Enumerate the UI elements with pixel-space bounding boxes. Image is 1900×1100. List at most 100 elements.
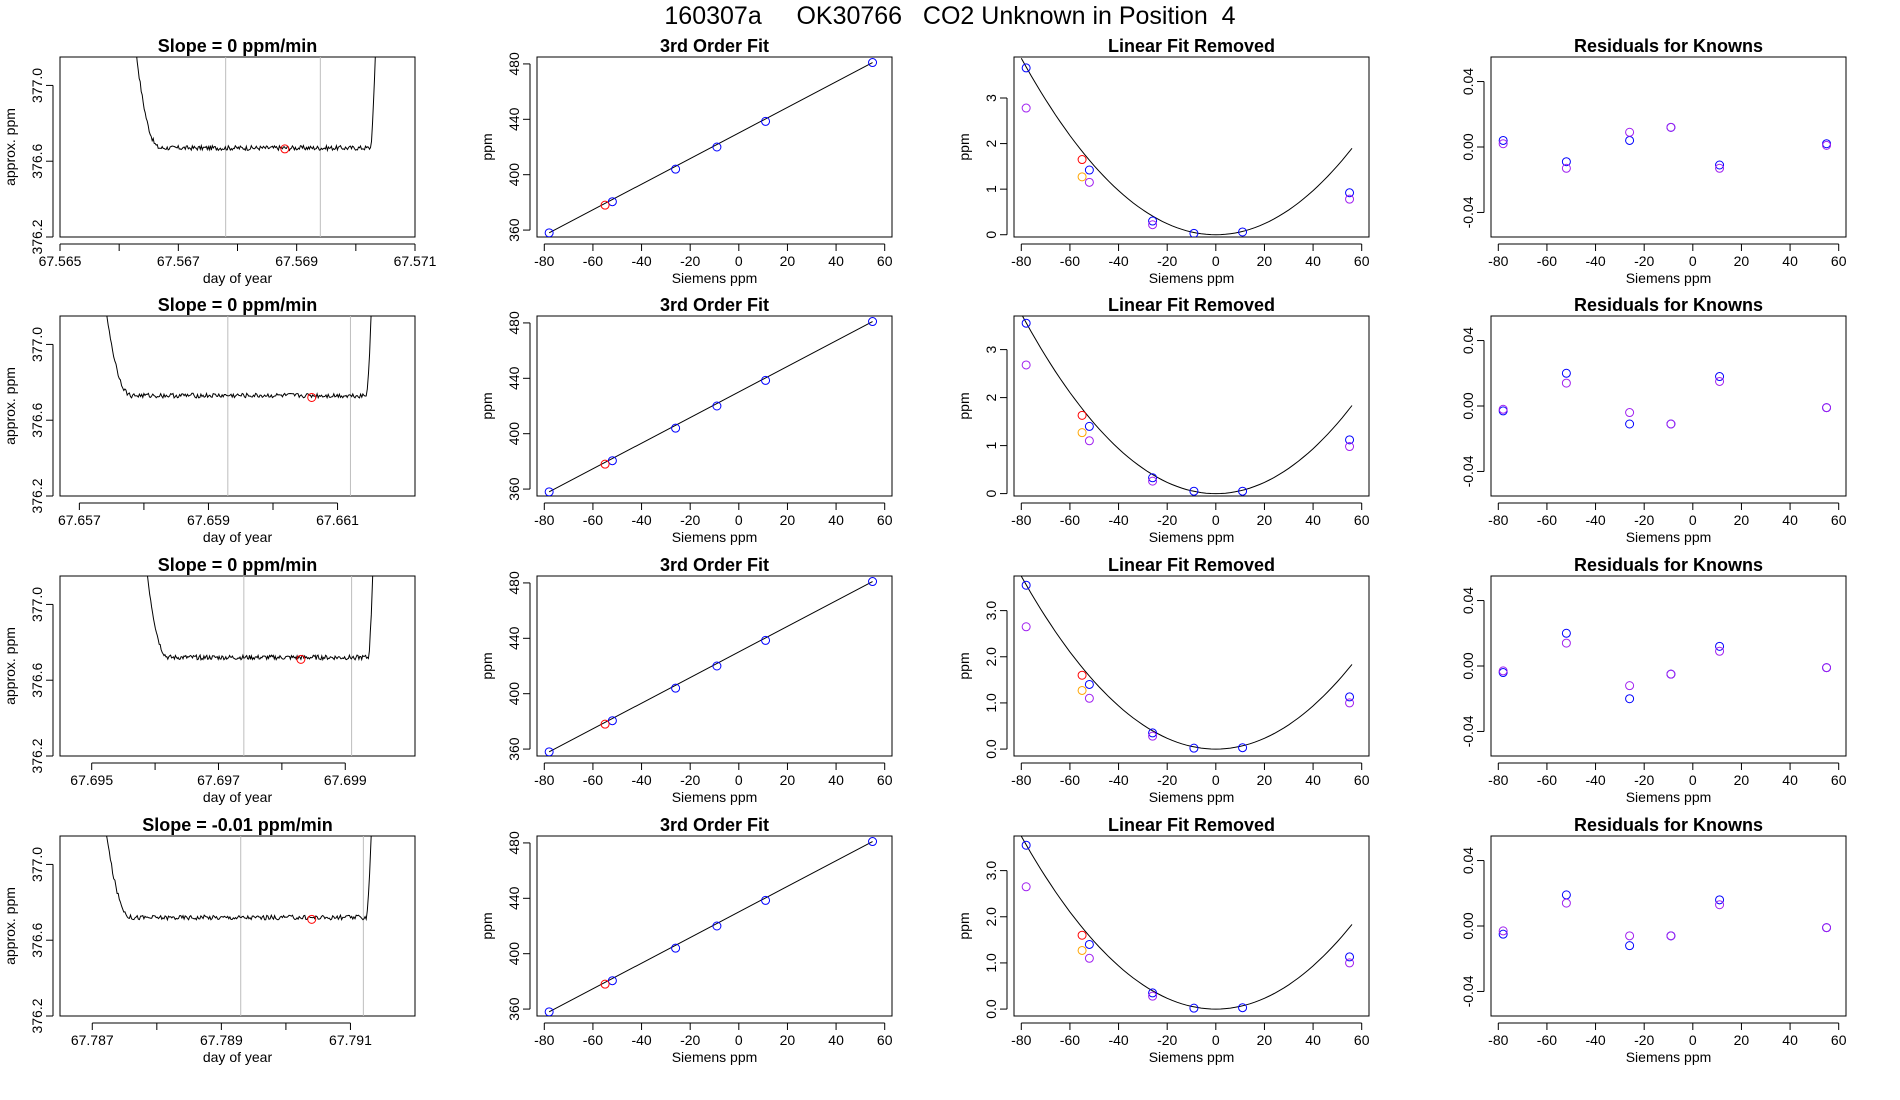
data-point-alt	[1084, 436, 1094, 446]
x-tick-label: 67.695	[70, 772, 113, 788]
x-axis-label: Siemens ppm	[1149, 529, 1235, 545]
x-axis-label: Siemens ppm	[1149, 789, 1235, 805]
data-point-knowns	[868, 837, 878, 847]
x-tick-label: -80	[534, 512, 554, 528]
x-tick-label: -80	[534, 1032, 554, 1048]
x-tick-label: 0	[1689, 772, 1697, 788]
y-tick-label: 0.00	[1460, 912, 1476, 939]
x-tick-label: -40	[1585, 253, 1605, 269]
y-tick-label: 0.04	[1460, 587, 1476, 614]
plot-frame	[59, 56, 416, 238]
sample-point	[296, 654, 306, 664]
data-point-knowns	[544, 1007, 554, 1016]
data-point-alt	[1822, 140, 1832, 150]
data-point-knowns	[1189, 228, 1199, 237]
data-point-alt	[1021, 882, 1031, 892]
data-point-knowns	[1498, 929, 1508, 939]
data-point-knowns	[1021, 580, 1031, 590]
data-point-knowns	[868, 577, 878, 587]
data-trace	[106, 316, 372, 400]
y-tick-label: 2.0	[983, 907, 999, 927]
data-point-knowns	[1189, 486, 1199, 496]
y-axis-label: approx. ppm	[2, 627, 18, 705]
x-tick-label: 20	[1257, 1032, 1273, 1048]
data-point-knowns	[607, 456, 617, 466]
chart-panel-3-3: Linear Fit Removed -80 -60 -40 -20 0 20 40 60 Sie…	[956, 555, 1370, 805]
y-tick-label: 0.00	[1460, 652, 1476, 679]
x-tick-label: 20	[1257, 772, 1273, 788]
x-tick-label: -20	[680, 512, 700, 528]
sample-point	[307, 392, 317, 402]
plot-frame	[536, 56, 893, 238]
data-point-knowns	[607, 976, 617, 986]
y-tick-label: -0.04	[1460, 196, 1476, 228]
y-tick-label: 376.6	[29, 922, 45, 957]
data-point-knowns	[868, 317, 878, 327]
data-point-alt	[1625, 127, 1635, 137]
data-point-alt	[1715, 376, 1725, 386]
y-tick-label: 3	[983, 94, 999, 102]
data-point-knowns	[607, 197, 617, 207]
x-tick-label: 0	[1212, 253, 1220, 269]
x-tick-label: 67.657	[58, 512, 101, 528]
x-tick-label: -40	[1585, 772, 1605, 788]
x-tick-label: -60	[1060, 1032, 1080, 1048]
x-tick-label: 67.787	[71, 1032, 114, 1048]
x-tick-label: -40	[631, 1032, 651, 1048]
y-tick-label: 1.0	[983, 953, 999, 973]
data-point-alt	[1561, 378, 1571, 388]
y-tick-label: 400	[506, 682, 522, 706]
x-axis-label: Siemens ppm	[1626, 529, 1712, 545]
chart-title: Residuals for Knowns	[1574, 295, 1763, 315]
plot-area	[1020, 576, 1355, 753]
data-point-alt	[1561, 898, 1571, 908]
chart-panel-1-1: Slope = 0 ppm/min 67.565 67.567 67.569 67.57…	[2, 36, 437, 286]
data-point-alt	[1715, 163, 1725, 173]
x-tick-label: 67.571	[394, 253, 437, 269]
data-point-knowns	[712, 661, 722, 671]
data-point-alt	[1345, 442, 1355, 452]
x-axis-label: Siemens ppm	[1626, 270, 1712, 286]
x-tick-label: -60	[583, 512, 603, 528]
plot-frame	[1490, 835, 1847, 1017]
y-tick-label: 480	[506, 52, 522, 76]
y-tick-label: 0.0	[983, 739, 999, 759]
x-tick-label: 40	[828, 253, 844, 269]
data-point-knowns	[1345, 435, 1355, 445]
y-tick-label: 376.6	[29, 402, 45, 437]
x-tick-label: 40	[828, 1032, 844, 1048]
chart-title: Linear Fit Removed	[1108, 555, 1275, 575]
data-point-knowns	[1238, 227, 1248, 237]
plot-frame	[1490, 575, 1847, 757]
x-tick-label: 0	[1689, 253, 1697, 269]
x-axis-label: Siemens ppm	[1149, 270, 1235, 286]
x-tick-label: 40	[1305, 512, 1321, 528]
data-point-knowns	[1561, 890, 1571, 900]
x-tick-label: 20	[1734, 253, 1750, 269]
data-point-knowns	[544, 487, 554, 496]
data-point-knowns	[761, 895, 771, 905]
data-point-unknown	[600, 719, 610, 729]
x-tick-label: 40	[1782, 253, 1798, 269]
data-point-knowns	[712, 921, 722, 931]
x-tick-label: 40	[828, 772, 844, 788]
y-axis-label: ppm	[956, 912, 972, 939]
y-tick-label: 3.0	[983, 601, 999, 621]
data-point-alt	[1084, 953, 1094, 963]
y-tick-label: 0.0	[983, 999, 999, 1019]
data-point-knowns	[1238, 486, 1248, 496]
plot-frame	[1013, 315, 1370, 497]
x-tick-label: 67.567	[157, 253, 200, 269]
x-tick-label: -60	[1537, 1032, 1557, 1048]
data-point-knowns	[1084, 939, 1094, 949]
data-point-alt	[1345, 194, 1355, 204]
data-point-knowns	[1148, 216, 1158, 226]
chart-panel-2-2: 3rd Order Fit -80 -60 -40 -20 0 20 40 60 Siemens …	[479, 295, 893, 545]
chart-panel-1-3: Linear Fit Removed-80 -60 -40 -20 0 20 40 60Sie…	[956, 36, 1370, 286]
fit-line	[548, 581, 873, 753]
y-tick-label: 480	[506, 311, 522, 335]
y-tick-label: 0.00	[1460, 392, 1476, 419]
plot-frame	[536, 835, 893, 1017]
data-trace	[106, 836, 372, 922]
chart-panel-3-2: 3rd Order Fit -80 -60 -40 -20 0 20 40 60 Siemens …	[479, 555, 893, 805]
